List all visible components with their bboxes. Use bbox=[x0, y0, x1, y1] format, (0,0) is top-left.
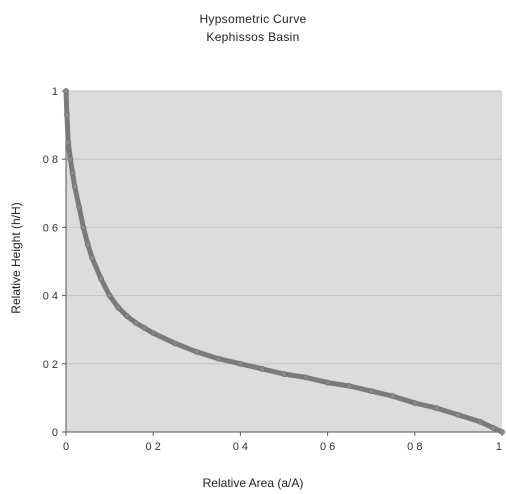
data-point bbox=[411, 400, 418, 406]
data-point bbox=[97, 275, 104, 282]
y-tick-label: 0 bbox=[52, 427, 58, 439]
data-point bbox=[124, 313, 130, 319]
x-tick-label: 0 4 bbox=[233, 441, 248, 453]
data-point bbox=[84, 241, 91, 248]
x-tick-label: 1 bbox=[496, 441, 502, 453]
data-point bbox=[346, 383, 353, 389]
data-point bbox=[115, 304, 122, 311]
data-point bbox=[499, 429, 505, 435]
plot-background bbox=[66, 91, 502, 432]
data-point bbox=[132, 319, 139, 326]
chart-subtitle: Kephissos Basin bbox=[206, 30, 300, 44]
data-point bbox=[368, 388, 375, 394]
data-point bbox=[490, 425, 497, 431]
x-tick-label: 0 8 bbox=[407, 441, 422, 453]
data-point bbox=[106, 292, 113, 299]
data-point bbox=[433, 405, 440, 412]
data-point bbox=[259, 366, 266, 372]
axes bbox=[62, 90, 503, 436]
data-point bbox=[215, 355, 222, 362]
x-tick-label: 0 bbox=[63, 441, 69, 453]
y-tick-label: 0 2 bbox=[43, 359, 58, 371]
x-axis-label: Relative Area (a/A) bbox=[202, 476, 304, 490]
data-point bbox=[390, 393, 396, 400]
data-point bbox=[80, 224, 87, 231]
y-axis-label: Relative Height (h/H) bbox=[9, 202, 23, 314]
data-point bbox=[65, 139, 72, 146]
data-point bbox=[281, 371, 287, 377]
x-tick-label: 0 6 bbox=[320, 441, 335, 453]
data-point bbox=[193, 348, 200, 355]
data-point bbox=[302, 374, 309, 381]
x-tick-label: 0 2 bbox=[146, 441, 161, 453]
data-point bbox=[150, 330, 157, 337]
data-point bbox=[455, 412, 462, 418]
data-point bbox=[63, 88, 69, 94]
series-hypsometric-curve bbox=[63, 88, 505, 435]
y-tick-label: 0 8 bbox=[43, 154, 58, 166]
y-tick-label: 1 bbox=[52, 86, 58, 98]
data-point bbox=[71, 183, 78, 190]
chart-title: Hypsometric Curve bbox=[199, 12, 307, 26]
data-point bbox=[69, 169, 76, 176]
data-point bbox=[477, 418, 484, 425]
data-point bbox=[76, 204, 82, 210]
data-point bbox=[67, 156, 74, 163]
series-line bbox=[63, 88, 505, 435]
data-point bbox=[63, 111, 70, 118]
grid-lines bbox=[66, 90, 502, 365]
data-point bbox=[324, 379, 331, 386]
data-point bbox=[141, 325, 148, 331]
data-point bbox=[172, 340, 178, 347]
y-tick-label: 0 6 bbox=[43, 222, 58, 234]
tick-labels: 0 0 2 0 4 0 6 0 8 1 0 0 2 0 4 0 6 0 8 1 bbox=[43, 86, 502, 453]
data-point bbox=[89, 255, 96, 261]
data-point bbox=[237, 360, 244, 367]
y-tick-label: 0 4 bbox=[43, 291, 58, 303]
